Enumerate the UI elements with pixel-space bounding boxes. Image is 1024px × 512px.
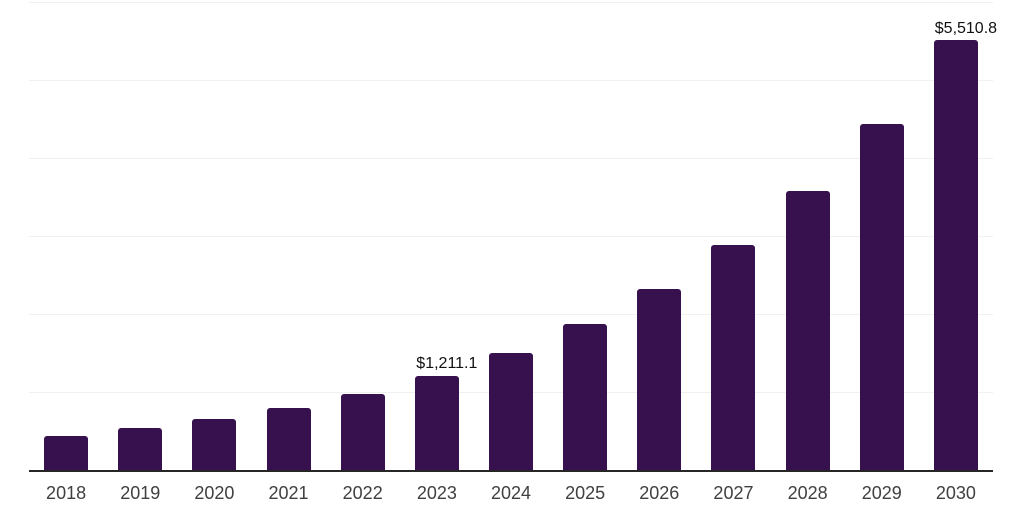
x-tick-2026: 2026 bbox=[639, 483, 680, 503]
gridline-5000 bbox=[29, 80, 993, 81]
x-tick-2020: 2020 bbox=[194, 483, 235, 503]
x-tick-2030: 2030 bbox=[935, 483, 976, 503]
data-label-2030: $5,510.8 bbox=[934, 19, 998, 37]
gridline-4000 bbox=[29, 158, 993, 159]
x-tick-2028: 2028 bbox=[787, 483, 828, 503]
bar-2019 bbox=[118, 427, 163, 470]
x-tick-2027: 2027 bbox=[713, 483, 754, 503]
x-tick-2019: 2019 bbox=[120, 483, 161, 503]
data-label-2023: $1,211.1 bbox=[416, 355, 478, 373]
bar-2021 bbox=[266, 407, 311, 470]
bar-2018 bbox=[44, 436, 89, 470]
bar-2030: $5,510.8 bbox=[933, 20, 997, 470]
bar-2023: $1,211.1 bbox=[414, 355, 477, 470]
gridline-6000 bbox=[29, 2, 993, 3]
x-tick-2025: 2025 bbox=[565, 483, 606, 503]
bar-2027 bbox=[711, 245, 756, 470]
bar-2025 bbox=[563, 324, 608, 470]
gridline-2000 bbox=[29, 314, 993, 315]
bar-2026 bbox=[637, 289, 682, 470]
x-tick-2024: 2024 bbox=[490, 483, 532, 503]
x-tick-2029: 2029 bbox=[861, 483, 902, 503]
x-axis-labels: 2018 2019 2020 2021 2022 2023 2024 2025 2026 2027… bbox=[0, 483, 1024, 505]
bar-2028 bbox=[785, 191, 830, 470]
x-axis-line bbox=[29, 470, 993, 472]
bar-2029 bbox=[859, 123, 904, 470]
bar-2020 bbox=[192, 418, 237, 470]
x-tick-2018: 2018 bbox=[46, 483, 87, 503]
x-tick-2023: 2023 bbox=[416, 483, 457, 503]
bar-2022 bbox=[340, 394, 385, 470]
x-tick-2021: 2021 bbox=[268, 483, 309, 503]
x-tick-2022: 2022 bbox=[342, 483, 383, 503]
bar-2024 bbox=[489, 352, 533, 470]
plot-area: $1,211.1 $5,510.8 bbox=[29, 0, 997, 472]
gridline-3000 bbox=[29, 236, 993, 237]
